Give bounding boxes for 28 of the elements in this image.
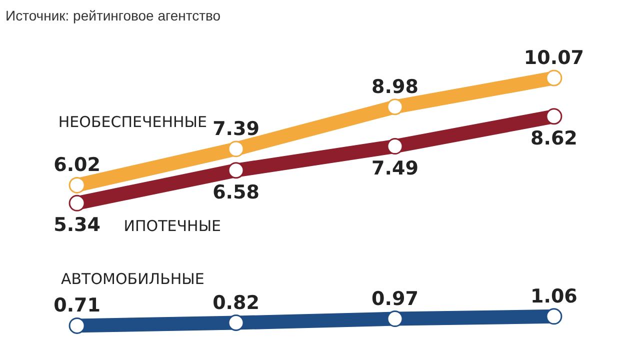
data-label: 0.82 <box>212 292 260 314</box>
series-label: НЕОБЕСПЕЧЕННЫЕ <box>58 113 207 132</box>
text: АВТОМОБИЛЬНЫЕ <box>61 270 204 288</box>
data-label: 8.98 <box>372 76 418 98</box>
point <box>386 98 404 116</box>
data-label: 5.34 <box>54 214 100 236</box>
data-label: 6.58 <box>212 181 260 204</box>
point <box>228 314 244 332</box>
point <box>68 194 86 212</box>
data-label: 6.02 <box>54 154 100 176</box>
text: Источник: рейтинговое агентство <box>6 8 221 24</box>
data-label: 0.71 <box>54 294 100 317</box>
data-label: 8.62 <box>530 127 578 150</box>
point <box>386 310 404 328</box>
data-label: 1.06 <box>530 285 578 308</box>
data-label: 7.39 <box>212 118 260 140</box>
data-label: 7.49 <box>372 157 418 180</box>
point <box>546 70 562 86</box>
series-label: ИПОТЕЧНЫЕ <box>124 216 222 235</box>
point <box>68 176 86 194</box>
point <box>386 138 404 155</box>
point <box>68 317 86 334</box>
point <box>228 140 244 158</box>
point <box>546 308 562 325</box>
point <box>546 108 562 125</box>
data-label: 0.97 <box>372 288 418 310</box>
point <box>228 162 244 179</box>
data-label: 10.07 <box>524 47 584 70</box>
